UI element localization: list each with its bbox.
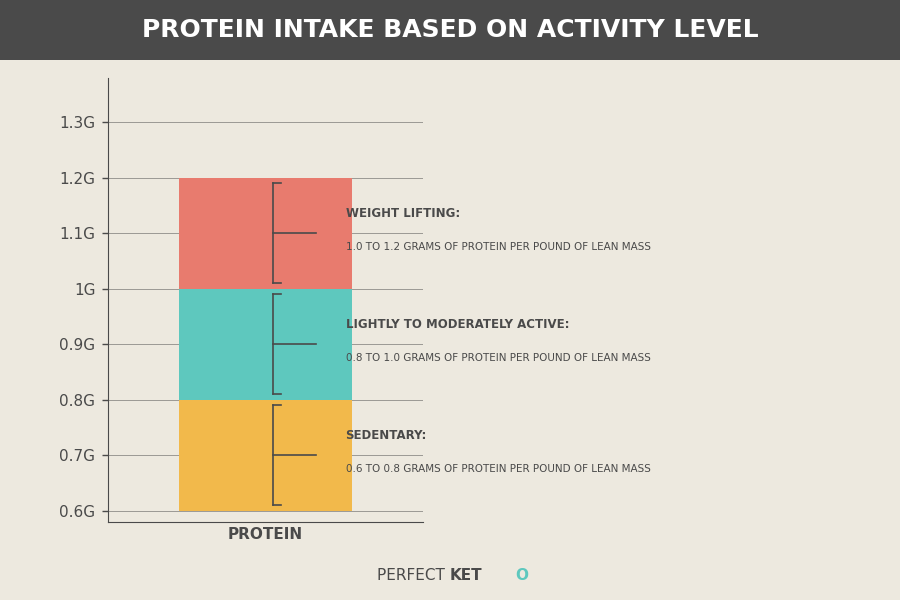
Text: O: O: [515, 569, 527, 583]
Text: PROTEIN INTAKE BASED ON ACTIVITY LEVEL: PROTEIN INTAKE BASED ON ACTIVITY LEVEL: [141, 18, 759, 42]
Text: 1.0 TO 1.2 GRAMS OF PROTEIN PER POUND OF LEAN MASS: 1.0 TO 1.2 GRAMS OF PROTEIN PER POUND OF…: [346, 242, 651, 252]
Text: LIGHTLY TO MODERATELY ACTIVE:: LIGHTLY TO MODERATELY ACTIVE:: [346, 319, 569, 331]
Text: WEIGHT LIFTING:: WEIGHT LIFTING:: [346, 208, 460, 220]
Bar: [179, 178, 352, 289]
Bar: [179, 289, 352, 400]
Text: 0.6 TO 0.8 GRAMS OF PROTEIN PER POUND OF LEAN MASS: 0.6 TO 0.8 GRAMS OF PROTEIN PER POUND OF…: [346, 464, 651, 474]
Bar: [179, 400, 352, 511]
Text: KET: KET: [450, 569, 482, 583]
Text: 0.8 TO 1.0 GRAMS OF PROTEIN PER POUND OF LEAN MASS: 0.8 TO 1.0 GRAMS OF PROTEIN PER POUND OF…: [346, 353, 651, 363]
Text: SEDENTARY:: SEDENTARY:: [346, 430, 427, 442]
Text: PERFECT: PERFECT: [377, 569, 450, 583]
